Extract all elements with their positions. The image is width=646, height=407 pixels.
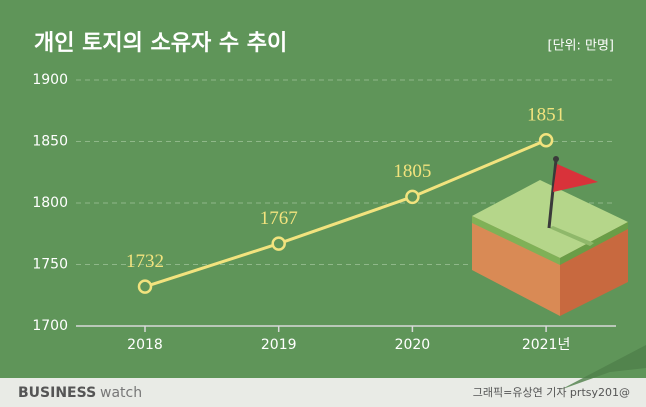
x-tick-label: 2019 [261,337,297,353]
data-label: 1851 [527,105,565,126]
footer-logo: BUSINESS [18,385,96,401]
data-point [137,279,153,294]
y-tick-label: 1850 [32,134,68,150]
footer-band [0,378,646,407]
data-label: 1805 [393,161,431,182]
footer-logo-light: watch [100,385,142,401]
y-tick-label: 1900 [32,72,68,88]
data-point [271,236,286,251]
data-line [144,138,547,289]
y-tick-label: 1750 [32,257,68,273]
x-tick-label: 2021년 [522,337,571,353]
y-tick-label: 1700 [32,318,68,334]
data-point [538,133,554,148]
unit-label: [단위: 만명] [548,39,615,54]
data-point [405,189,420,205]
data-label: 1767 [260,208,298,229]
data-label: 1732 [126,251,164,272]
land-illustration [472,156,646,390]
y-tick-label: 1800 [32,195,68,211]
footer-credit: 그래픽=유상연 기자 prtsy201@ [473,386,630,399]
x-tick-label: 2020 [395,337,431,353]
x-tick-label: 2018 [127,337,163,353]
chart-title: 개인 토지의 소유자 수 추이 [34,31,287,56]
